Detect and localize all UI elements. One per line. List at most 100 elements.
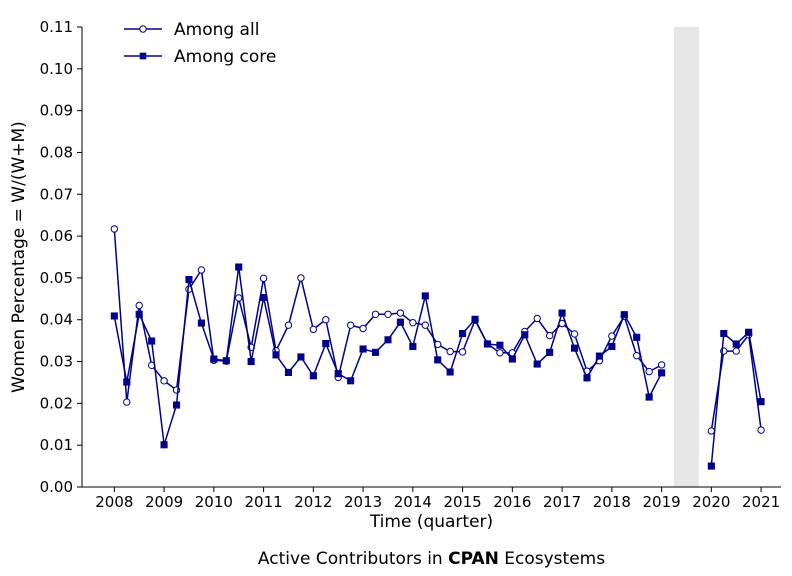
y-tick-label: 0.05 [40, 269, 73, 287]
y-tick-label: 0.06 [40, 227, 73, 245]
data-point-among-core [272, 351, 280, 359]
data-point-among-all [359, 324, 367, 333]
x-tick-label: 2021 [742, 493, 780, 511]
y-tick-label: 0.09 [40, 102, 73, 120]
data-point-among-core [658, 369, 666, 377]
data-point-among-core [533, 360, 541, 368]
data-point-among-core [197, 319, 205, 327]
data-point-among-core [148, 337, 156, 345]
data-point-among-all [732, 347, 740, 355]
caption-ecosystem: CPAN [448, 549, 499, 569]
x-tick-label: 2015 [444, 493, 482, 511]
data-point-among-core [558, 309, 566, 317]
y-tick-label: 0.08 [40, 143, 73, 161]
data-point-among-all [446, 347, 454, 356]
x-axis-title: Time (quarter) [369, 512, 493, 532]
data-point-among-all [757, 426, 765, 434]
x-tick-label: 2011 [244, 493, 282, 511]
legend-marker-among-core [139, 52, 147, 60]
data-point-among-core [396, 318, 404, 326]
data-point-among-all [322, 316, 330, 324]
data-point-among-all [409, 318, 417, 327]
data-point-among-all [371, 310, 380, 318]
data-point-among-core [235, 263, 243, 271]
data-point-among-all [633, 351, 641, 360]
data-point-among-all [458, 348, 467, 356]
data-point-among-all [123, 398, 131, 406]
data-point-among-core [570, 344, 579, 352]
series-among-all [110, 225, 765, 435]
data-point-among-core [620, 311, 628, 319]
data-point-among-all [197, 266, 206, 274]
data-point-among-core [347, 377, 355, 385]
data-point-among-core [135, 310, 143, 318]
data-point-among-core [284, 368, 293, 376]
series-among-core [110, 263, 765, 470]
data-point-among-all [297, 274, 305, 282]
y-axis-title: Women Percentage = W/(W+M) [9, 121, 29, 393]
y-tick-label: 0.02 [40, 394, 73, 412]
data-point-among-core [521, 331, 529, 339]
y-tick-label: 0.00 [40, 478, 73, 496]
x-tick-label: 2010 [195, 493, 233, 511]
data-point-among-all [570, 330, 579, 338]
data-point-among-all [284, 321, 293, 329]
data-point-among-all [384, 310, 392, 318]
axes [81, 27, 781, 488]
data-point-among-core [745, 328, 753, 336]
data-point-among-core [359, 345, 367, 353]
data-point-among-core [210, 355, 218, 363]
data-point-among-core [322, 340, 330, 348]
x-tick-label: 2008 [95, 493, 133, 511]
data-point-among-core [757, 398, 765, 406]
x-ticks: 2008 2009 2010 2011 2012 2013 2014 2015 2016 2017… [95, 487, 780, 511]
data-point-among-all [608, 332, 616, 340]
data-point-among-core [297, 353, 305, 361]
data-point-among-core [459, 329, 467, 338]
y-tick-label: 0.04 [40, 311, 73, 329]
caption-suffix: Ecosystems [499, 549, 605, 569]
x-tick-label: 2020 [692, 493, 730, 511]
data-point-among-core [247, 357, 255, 366]
data-point-among-core [371, 348, 380, 356]
data-point-among-all [235, 294, 243, 302]
legend: Among all Among core [124, 20, 276, 67]
data-point-among-core [608, 342, 616, 351]
data-point-among-core [160, 441, 168, 449]
caption-prefix: Active Contributors in [258, 549, 448, 569]
data-point-among-core [309, 372, 317, 380]
data-point-among-core [434, 356, 442, 364]
x-tick-label: 2013 [344, 493, 382, 511]
data-point-among-core [645, 393, 653, 401]
data-point-among-core [633, 333, 641, 341]
data-point-among-core [334, 370, 342, 378]
data-point-among-all [346, 321, 355, 329]
x-tick-label: 2012 [294, 493, 332, 511]
data-point-among-core [421, 292, 429, 300]
data-point-among-core [583, 374, 591, 382]
data-point-among-core [446, 368, 454, 376]
data-point-among-all [545, 331, 554, 340]
data-point-among-core [546, 348, 554, 356]
legend-entry-among-all: Among all [124, 20, 259, 40]
data-point-among-core [732, 340, 740, 348]
data-point-among-all [110, 225, 119, 233]
shaded-gap-region [674, 27, 699, 487]
y-tick-label: 0.01 [40, 436, 73, 454]
x-tick-label: 2016 [493, 493, 531, 511]
data-point-among-all [396, 309, 405, 317]
y-tick-label: 0.10 [40, 60, 73, 78]
y-tick-label: 0.07 [40, 185, 73, 203]
series [110, 225, 765, 470]
legend-label-among-core: Among core [174, 47, 276, 67]
y-tick-label: 0.03 [40, 353, 73, 371]
x-tick-label: 2009 [145, 493, 183, 511]
data-point-among-core [123, 378, 131, 386]
chart-caption: Active Contributors in CPAN Ecosystems [258, 549, 605, 569]
x-tick-label: 2018 [593, 493, 631, 511]
data-point-among-all [309, 325, 318, 334]
data-point-among-core [185, 276, 193, 284]
data-point-among-core [595, 352, 603, 360]
series-line [113, 266, 663, 446]
